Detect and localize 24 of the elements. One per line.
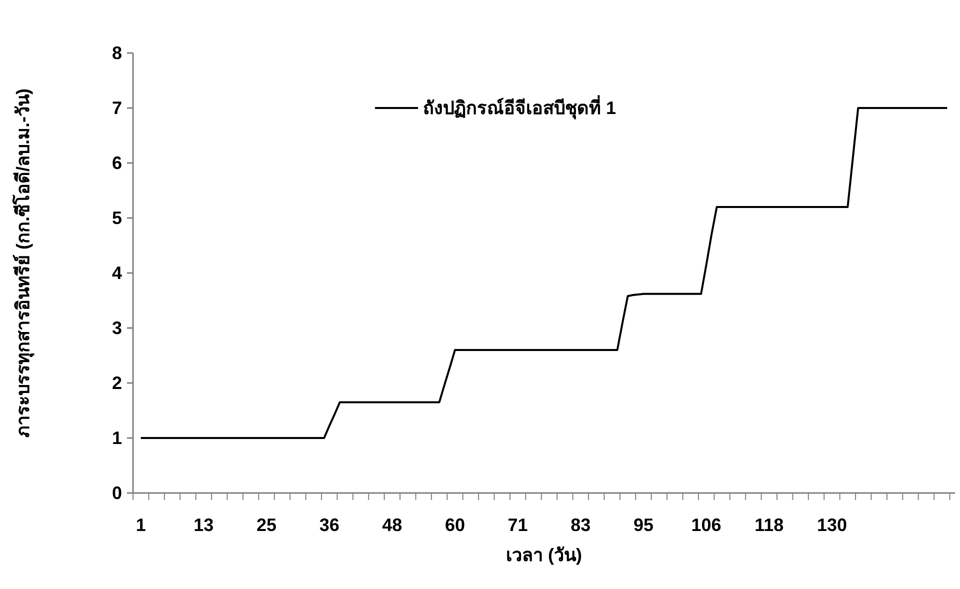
y-tick-label: 2 [112,373,122,393]
y-tick-label: 0 [112,483,122,503]
y-tick-label: 3 [112,318,122,338]
y-tick-label: 1 [112,428,122,448]
x-tick-label: 106 [691,515,722,535]
y-tick-label: 8 [112,43,122,63]
x-tick-label: 25 [256,515,277,535]
x-tick-label: 95 [633,515,654,535]
y-axis-title: ภาระบรรทุกสารอินทรีย์ (กก.ซีโอดี/ลบ.ม.-วัน) [12,88,35,438]
x-tick-label: 71 [508,515,528,535]
x-tick-label: 130 [816,515,847,535]
y-tick-label: 5 [112,208,122,228]
y-tick-label: 6 [112,153,122,173]
x-tick-label: 13 [194,515,214,535]
x-tick-label: 48 [382,515,402,535]
y-tick-label: 4 [112,263,122,283]
x-tick-label: 83 [570,515,591,535]
y-tick-label: 7 [112,98,122,118]
x-axis-title: เวลา (วัน) [506,545,582,565]
x-tick-label: 118 [754,515,784,535]
legend-label: ถังปฏิกรณ์อีจีเอสบีชุดที่ 1 [423,95,616,120]
x-tick-label: 60 [444,515,466,535]
x-tick-label: 1 [136,515,146,535]
x-tick-label: 36 [319,515,340,535]
